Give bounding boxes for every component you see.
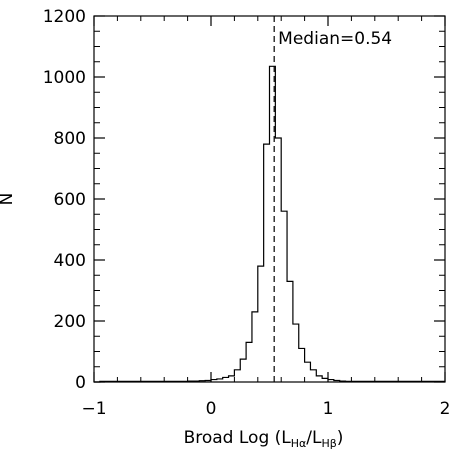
histogram-bin: [275, 138, 281, 382]
x-axis-label-sub1: Hα: [291, 437, 307, 450]
histogram-bin: [316, 376, 322, 382]
x-tick-label: 0: [206, 399, 217, 419]
histogram-bin: [258, 266, 264, 382]
histogram-bin: [299, 348, 305, 382]
y-tick-label: 1000: [43, 68, 86, 88]
histogram-bins: [100, 66, 445, 382]
x-axis-label-end: ): [337, 428, 344, 448]
histogram-bin: [240, 359, 246, 382]
histogram-bin: [252, 312, 258, 382]
histogram-bin: [281, 211, 287, 382]
histogram-bin: [293, 324, 299, 382]
histogram-bin: [246, 342, 252, 382]
histogram-steps: [94, 65, 445, 383]
histogram-bin: [310, 370, 316, 382]
x-axis-label: Broad Log (LHα/LHβ): [184, 428, 344, 450]
y-tick-label: 600: [54, 190, 86, 210]
histogram-bin: [234, 370, 240, 382]
histogram-bin: [223, 377, 229, 382]
histogram-bin: [287, 281, 293, 382]
histogram-bin: [229, 376, 235, 382]
x-axis-label-sub2: Hβ: [321, 437, 336, 450]
axis-tick-labels: −1 0 1 2 0 200 400 600 800 1000 1200: [43, 7, 451, 419]
histogram-bin: [270, 66, 276, 382]
x-tick-label: 2: [440, 399, 451, 419]
histogram-bin: [264, 144, 270, 382]
x-axis-label-mid: /L: [306, 428, 322, 448]
x-axis-label-main: Broad Log (L: [184, 428, 292, 448]
y-tick-label: 200: [54, 312, 86, 332]
x-tick-label: −1: [81, 399, 106, 419]
y-tick-label: 0: [75, 373, 86, 393]
y-axis-label: N: [0, 193, 17, 206]
histogram-bin: [305, 362, 311, 382]
y-tick-label: 800: [54, 129, 86, 149]
y-tick-label: 1200: [43, 7, 86, 27]
axis-ticks: [93, 15, 446, 383]
median-annotation: Median=0.54: [278, 29, 392, 49]
x-tick-label: 1: [323, 399, 334, 419]
y-tick-label: 400: [54, 251, 86, 271]
